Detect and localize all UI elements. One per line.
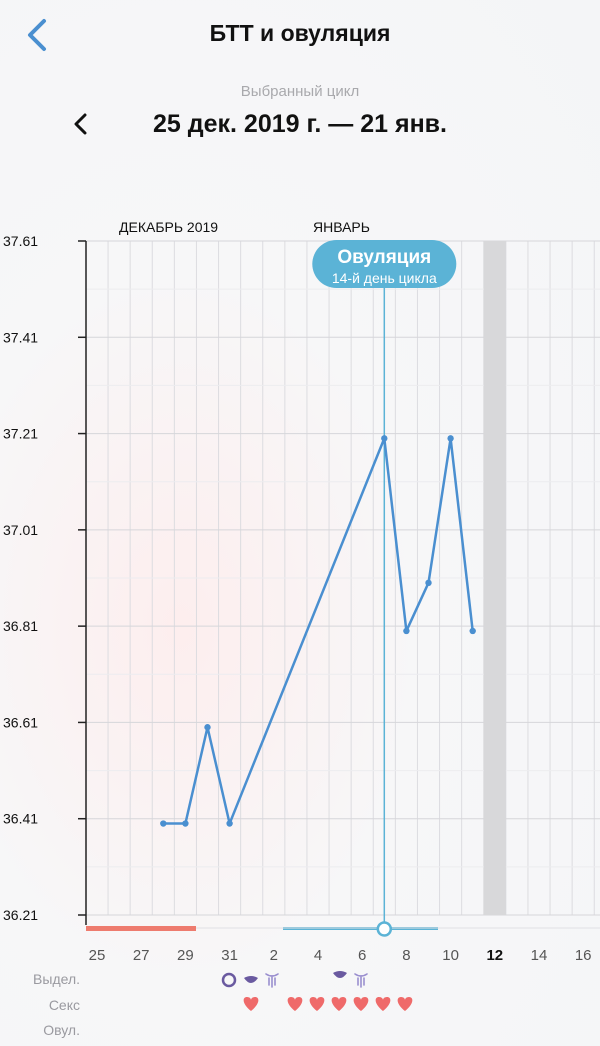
temperature-point <box>381 435 388 442</box>
x-tick-label: 4 <box>314 947 322 964</box>
month-label: ЯНВАРЬ <box>313 219 370 235</box>
x-tick-label: 12 <box>486 947 503 964</box>
temperature-point <box>403 627 410 635</box>
ovulation-row-label: Овул. <box>43 1022 80 1038</box>
y-tick-label: 36.41 <box>3 811 38 827</box>
temperature-point <box>160 820 167 827</box>
temperature-series <box>160 435 476 827</box>
temperature-point <box>425 579 432 587</box>
temperature-point <box>469 627 476 635</box>
y-tick-label: 36.81 <box>3 618 38 634</box>
ovulation-badge-subtitle: 14-й день цикла <box>332 270 437 286</box>
x-tick-label: 25 <box>89 947 106 964</box>
heart-icon <box>375 997 391 1011</box>
y-tick-label: 37.41 <box>3 329 38 345</box>
bbt-chart[interactable]: 37.61 37.41 37.21 37.01 36.81 36.61 36.41 36.21… <box>0 200 600 1046</box>
temperature-point <box>204 724 211 731</box>
discharge-drop-icon <box>244 976 258 983</box>
x-tick-label: 16 <box>575 947 592 964</box>
chart-grid <box>86 240 600 916</box>
previous-cycle-button[interactable] <box>68 110 96 138</box>
back-button[interactable] <box>22 16 54 56</box>
temperature-point <box>226 820 233 827</box>
sex-row-label: Секс <box>48 997 80 1013</box>
y-tick-label: 36.61 <box>3 714 38 730</box>
ovulation-badge <box>312 240 457 288</box>
x-tick-label: 14 <box>531 947 548 964</box>
discharge-drop-icon <box>333 971 347 978</box>
temperature-point <box>447 435 454 442</box>
y-tick-label: 37.61 <box>3 233 38 249</box>
x-tick-label: 2 <box>270 947 278 964</box>
heart-icon <box>353 997 369 1011</box>
y-axis: 37.61 37.41 37.21 37.01 36.81 36.61 36.41 36.21 <box>3 233 87 925</box>
temperature-point <box>182 820 189 827</box>
cycle-phase-bar[interactable] <box>86 921 600 937</box>
period-bar <box>86 926 196 931</box>
chevron-left-icon <box>74 113 87 135</box>
ovulation-handle[interactable] <box>376 921 393 937</box>
x-tick-label: 8 <box>402 947 410 964</box>
today-column <box>483 241 506 915</box>
cycle-caption: Выбранный цикл <box>240 83 360 100</box>
month-labels: ДЕКАБРЬ 2019 ЯНВАРЬ <box>119 219 370 235</box>
heart-icon <box>309 997 325 1011</box>
discharge-stretch-icon <box>354 973 368 988</box>
chevron-left-icon <box>28 19 46 51</box>
heart-icon <box>243 997 259 1011</box>
heart-icon <box>397 997 413 1011</box>
discharge-ring-icon <box>221 972 237 988</box>
discharge-stretch-icon <box>265 973 279 988</box>
ovulation-marker[interactable]: Овуляция 14-й день цикла <box>312 240 457 929</box>
x-tick-label: 6 <box>358 947 366 964</box>
x-tick-label: 27 <box>133 947 150 964</box>
y-tick-label: 37.01 <box>3 522 38 538</box>
temperature-line <box>163 437 474 825</box>
heart-icon <box>331 997 347 1011</box>
x-axis: 25 27 29 31 2 4 6 8 10 12 14 16 <box>89 947 592 964</box>
x-tick-label: 31 <box>221 947 238 964</box>
ovulation-badge-title: Овуляция <box>337 247 431 268</box>
symbol-rows <box>221 971 413 1011</box>
discharge-row-label: Выдел. <box>33 971 80 987</box>
y-tick-label: 36.21 <box>3 907 38 923</box>
x-tick-label: 10 <box>442 947 459 964</box>
heart-icon <box>287 997 303 1011</box>
cycle-range: 25 дек. 2019 г. — 21 янв. <box>153 110 447 138</box>
page-title: БТТ и овуляция <box>209 20 391 46</box>
y-tick-label: 37.21 <box>3 426 38 442</box>
month-label: ДЕКАБРЬ 2019 <box>119 219 218 235</box>
x-tick-label: 29 <box>177 947 194 964</box>
